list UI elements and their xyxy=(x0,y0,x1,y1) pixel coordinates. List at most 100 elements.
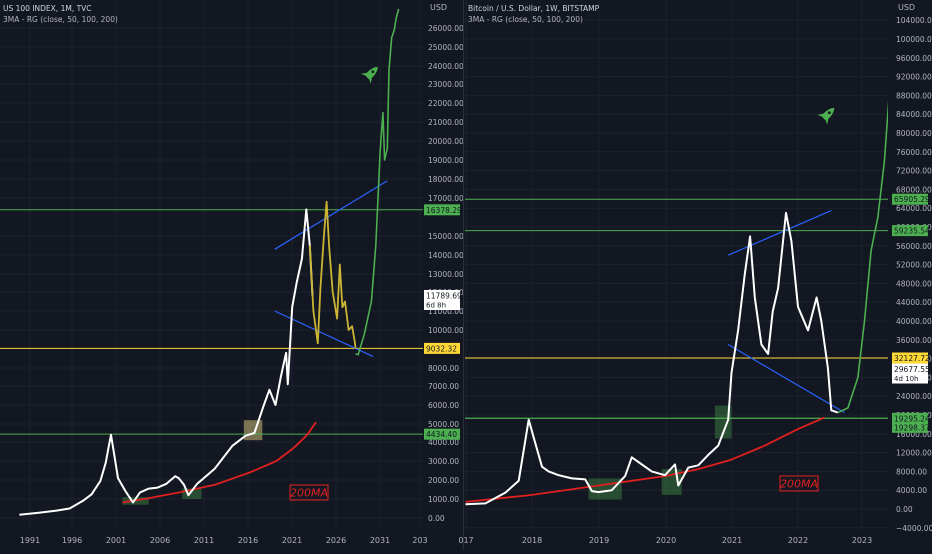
x-tick-label: 2026 xyxy=(326,536,346,545)
rocket-body xyxy=(821,107,835,121)
x-tick-label: 2031 xyxy=(370,536,390,545)
current-price-countdown: 4d 10h xyxy=(894,375,918,383)
y-tick-label: 68000.00 xyxy=(896,185,932,194)
y-tick-label: 1000.00 xyxy=(428,495,459,504)
level-tag-label: 65905.29 xyxy=(894,195,930,204)
y-tick-label: 20000.00 xyxy=(428,137,464,146)
y-tick-label: 2000.00 xyxy=(428,476,459,485)
y-tick-label: 4000.00 xyxy=(428,438,459,447)
current-price-tag xyxy=(892,363,928,384)
x-tick-label: 2019 xyxy=(589,536,609,545)
level-tag-label: 16378.29 xyxy=(426,206,462,215)
y-tick-label: 8000.00 xyxy=(428,364,459,373)
y-tick-label: 7000.00 xyxy=(428,382,459,391)
currency-label: USD xyxy=(430,3,447,12)
x-axis: 017 2018 2019 2020 2021 2022 2023 xyxy=(458,536,872,545)
y-tick-label: 0.00 xyxy=(428,514,445,523)
y-tick-label: 80000.00 xyxy=(896,129,932,138)
x-tick-label: 1996 xyxy=(62,536,82,545)
y-tick-label: 15000.00 xyxy=(428,232,464,241)
highlight-box xyxy=(714,405,732,439)
y-tick-label: 23000.00 xyxy=(428,80,464,89)
x-tick-label: 2016 xyxy=(238,536,258,545)
y-tick-label: 48000.00 xyxy=(896,279,932,288)
level-tag xyxy=(424,204,460,216)
y-tick-label: 22000.00 xyxy=(428,99,464,108)
y-tick-label: 100000.00 xyxy=(896,35,932,44)
y-tick-label: 17000.00 xyxy=(428,194,464,203)
trendline xyxy=(274,180,388,250)
annotation-label: 200MA xyxy=(780,478,818,491)
level-tag-label: 19295.24 xyxy=(894,414,930,423)
x-tick-label: 2011 xyxy=(194,536,214,545)
y-tick-label: 36000.00 xyxy=(896,336,932,345)
x-tick-label: 2021 xyxy=(282,536,302,545)
x-tick-label: 1991 xyxy=(20,536,40,545)
y-tick-label: 24000.00 xyxy=(428,62,464,71)
level-tag xyxy=(424,342,460,354)
y-tick-label: 4000.00 xyxy=(896,486,927,495)
y-tick-label: 72000.00 xyxy=(896,167,932,176)
highlight-box xyxy=(182,488,202,499)
y-tick-label: −4000.00 xyxy=(896,524,932,533)
y-tick-label: 21000.00 xyxy=(428,118,464,127)
chart-title: Bitcoin / U.S. Dollar, 1W, BITSTAMP xyxy=(468,4,600,13)
y-tick-label: 84000.00 xyxy=(896,110,932,119)
trendline xyxy=(727,343,845,414)
level-tag xyxy=(892,225,928,237)
y-tick-label: 44000.00 xyxy=(896,298,932,307)
y-tick-label: 10000.00 xyxy=(428,326,464,335)
annotation-box xyxy=(289,484,329,501)
y-tick-label: 5000.00 xyxy=(428,420,459,429)
y-axis: −4000.00 0.00 4000.00 8000.00 12000.00 16000.… xyxy=(892,3,932,533)
projection-green-line xyxy=(355,8,400,356)
rocket-window xyxy=(827,111,831,115)
projection-green-line xyxy=(837,99,888,414)
x-tick-label: 2023 xyxy=(852,536,872,545)
current-price-label: 29677.55 xyxy=(894,365,930,374)
projection-yellow-line xyxy=(308,200,357,349)
y-tick-label: 16000.00 xyxy=(896,430,932,439)
level-tag xyxy=(892,193,928,205)
plot-area: 200MA xyxy=(465,99,888,506)
level-tag xyxy=(892,421,928,433)
y-tick-label: 88000.00 xyxy=(896,91,932,100)
y-tick-label: 19000.00 xyxy=(428,156,464,165)
y-tick-label: 24000.00 xyxy=(896,392,932,401)
highlight-box xyxy=(243,420,263,441)
rocket-body xyxy=(365,66,378,80)
x-tick-label: 2001 xyxy=(106,536,126,545)
y-tick-label: 40000.00 xyxy=(896,317,932,326)
y-tick-label: 26000.00 xyxy=(428,24,464,33)
y-tick-label: 3000.00 xyxy=(428,457,459,466)
y-tick-label: 18000.00 xyxy=(428,175,464,184)
chart-title: US 100 INDEX, 1M, TVC xyxy=(3,4,92,13)
y-axis: 0.00 1000.00 2000.00 3000.00 4000.00 5000.00 6… xyxy=(424,3,464,523)
price-line xyxy=(19,208,314,516)
x-tick-label: 2022 xyxy=(788,536,808,545)
trendline xyxy=(727,209,832,256)
current-price-label: 11789.69 xyxy=(426,291,462,300)
y-tick-label: 104000.00 xyxy=(896,16,932,25)
y-tick-label: 6000.00 xyxy=(428,401,459,410)
panel-bitcoin[interactable]: 200MA −4000.00 0.00 4000.00 8000.00 12000.00 1… xyxy=(458,0,932,545)
level-tag-label: 19298.37 xyxy=(894,423,930,432)
grid-lines xyxy=(465,0,888,530)
y-tick-label: 11000.00 xyxy=(428,307,464,316)
annotation-label: 200MA xyxy=(290,487,328,500)
ma200-line xyxy=(465,416,825,503)
level-tag-label: 32127.72 xyxy=(894,354,930,363)
indicator-label: 3MA - RG (close, 50, 100, 200) xyxy=(468,15,583,24)
y-tick-label: 92000.00 xyxy=(896,73,932,82)
y-tick-label: 8000.00 xyxy=(896,467,927,476)
indicator-label: 3MA - RG (close, 50, 100, 200) xyxy=(3,15,118,24)
ma200-line xyxy=(122,421,317,504)
x-tick-label: 2020 xyxy=(656,536,676,545)
panel-nasdaq[interactable]: 200MA 0.00 1000.00 2000.00 3000.00 4000.00 500… xyxy=(0,0,464,545)
level-tag xyxy=(424,428,460,440)
x-tick-label: 017 xyxy=(458,536,473,545)
level-tag-label: 59235.54 xyxy=(894,227,930,236)
level-tag-label: 4434.40 xyxy=(426,430,457,439)
